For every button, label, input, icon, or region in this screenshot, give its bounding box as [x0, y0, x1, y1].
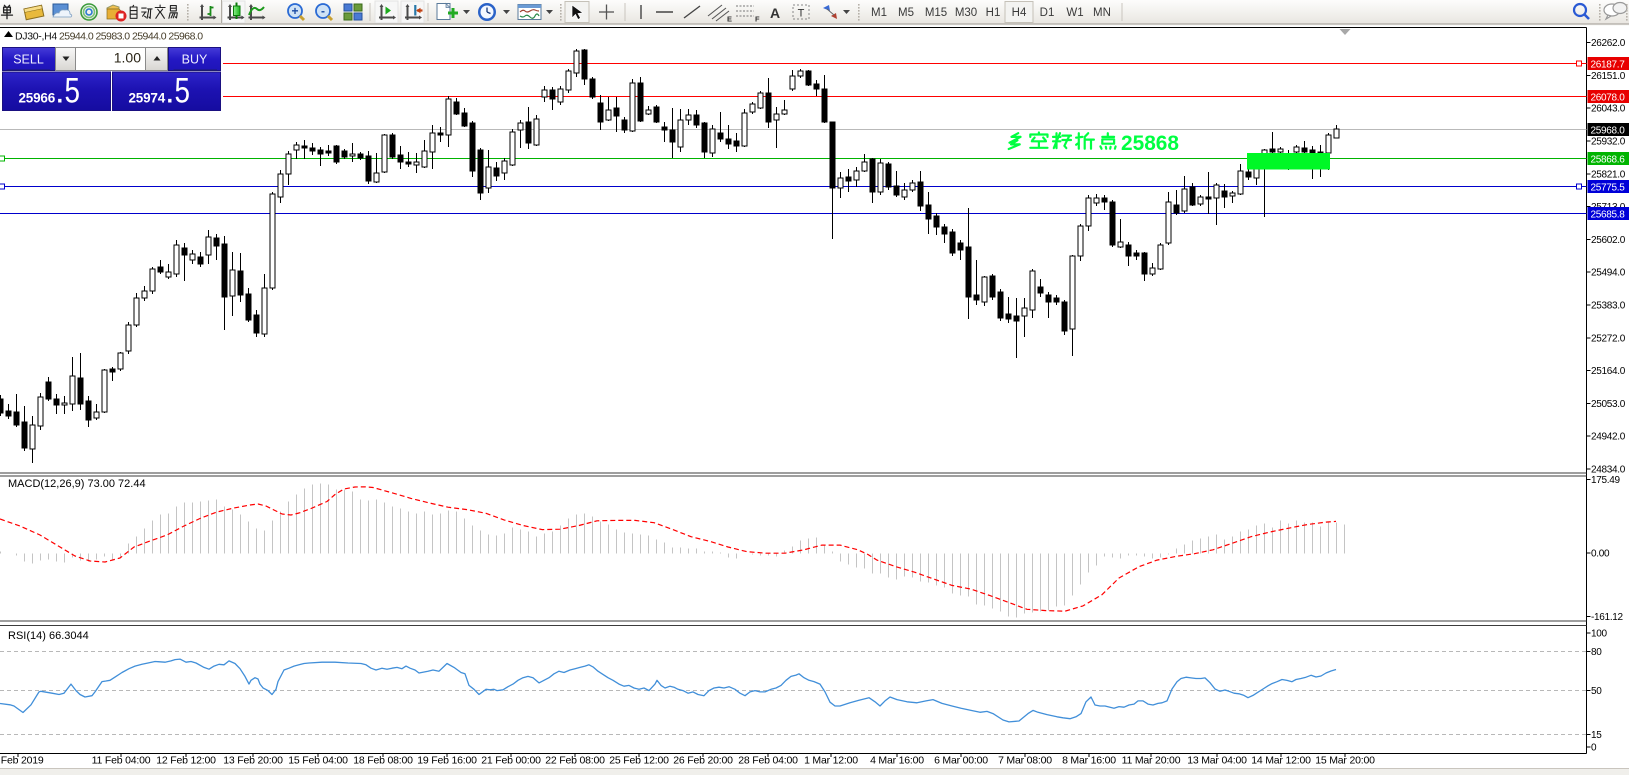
svg-text:25821.0: 25821.0: [1591, 169, 1626, 180]
svg-text:21 Feb 00:00: 21 Feb 00:00: [481, 755, 541, 767]
svg-text:13 Mar 04:00: 13 Mar 04:00: [1187, 755, 1247, 767]
svg-text:18 Feb 08:00: 18 Feb 08:00: [353, 755, 413, 767]
svg-text:12 Feb 12:00: 12 Feb 12:00: [156, 755, 216, 767]
svg-text:8 Mar 16:00: 8 Mar 16:00: [1062, 755, 1116, 767]
svg-text:-161.12: -161.12: [1591, 612, 1624, 623]
svg-text:25932.0: 25932.0: [1591, 137, 1626, 148]
svg-text:26043.0: 26043.0: [1591, 104, 1626, 115]
svg-text:-: -: [321, 4, 325, 18]
svg-text:M1: M1: [871, 7, 887, 19]
svg-text:25383.0: 25383.0: [1591, 301, 1626, 312]
svg-text:13 Feb 20:00: 13 Feb 20:00: [223, 755, 283, 767]
svg-text:M15: M15: [925, 7, 947, 19]
svg-text:1 Mar 12:00: 1 Mar 12:00: [804, 755, 858, 767]
svg-text:25 Feb 12:00: 25 Feb 12:00: [609, 755, 669, 767]
svg-text:5: 5: [175, 72, 191, 111]
svg-text:MACD(12,26,9) 73.00 72.44: MACD(12,26,9) 73.00 72.44: [8, 478, 146, 490]
svg-text:25868.6: 25868.6: [1591, 154, 1626, 165]
svg-text:.: .: [167, 82, 174, 109]
svg-text:RSI(14) 66.3044: RSI(14) 66.3044: [8, 630, 89, 642]
svg-text:24834.0: 24834.0: [1591, 465, 1626, 476]
svg-text:22 Feb 08:00: 22 Feb 08:00: [545, 755, 605, 767]
svg-text:D1: D1: [1040, 7, 1055, 19]
svg-text:1.00: 1.00: [114, 50, 141, 66]
svg-text:MN: MN: [1093, 7, 1111, 19]
svg-text:25053.0: 25053.0: [1591, 399, 1626, 410]
svg-text:11 Feb 04:00: 11 Feb 04:00: [92, 755, 151, 767]
svg-text:SELL: SELL: [13, 53, 44, 67]
svg-text:DJ30-,H4: DJ30-,H4: [15, 31, 57, 43]
svg-text:50: 50: [1591, 686, 1602, 697]
svg-text:W1: W1: [1066, 7, 1083, 19]
svg-text:26 Feb 20:00: 26 Feb 20:00: [673, 755, 733, 767]
svg-text:24942.0: 24942.0: [1591, 432, 1626, 443]
svg-text:26151.0: 26151.0: [1591, 71, 1626, 82]
svg-text:0.00: 0.00: [1591, 549, 1610, 560]
svg-text:T: T: [798, 8, 805, 20]
svg-text:+: +: [291, 4, 298, 18]
svg-text:25966: 25966: [19, 91, 56, 106]
svg-text:7 Mar 08:00: 7 Mar 08:00: [998, 755, 1052, 767]
svg-text:.: .: [57, 82, 64, 109]
svg-text:25974: 25974: [129, 91, 166, 106]
svg-text:25944.0 25983.0 25944.0 25968.: 25944.0 25983.0 25944.0 25968.0: [59, 31, 203, 43]
svg-text:8 Feb 2019: 8 Feb 2019: [0, 755, 44, 767]
svg-text:15: 15: [1591, 730, 1602, 741]
svg-text:5: 5: [65, 72, 81, 111]
svg-text:4 Mar 16:00: 4 Mar 16:00: [870, 755, 924, 767]
svg-text:175.49: 175.49: [1591, 475, 1621, 486]
svg-text:80: 80: [1591, 647, 1602, 658]
svg-text:25775.5: 25775.5: [1591, 182, 1626, 193]
svg-text:BUY: BUY: [182, 53, 208, 67]
svg-text:26078.0: 26078.0: [1591, 92, 1626, 103]
svg-text:F: F: [755, 15, 760, 24]
svg-text:M30: M30: [955, 7, 977, 19]
svg-text:25685.8: 25685.8: [1591, 209, 1626, 220]
svg-text:H4: H4: [1012, 7, 1027, 19]
svg-text:A: A: [770, 5, 780, 21]
svg-text:15 Mar 20:00: 15 Mar 20:00: [1315, 755, 1375, 767]
svg-text:H1: H1: [986, 7, 1001, 19]
svg-text:25868: 25868: [1121, 131, 1179, 155]
svg-text:6 Mar 00:00: 6 Mar 00:00: [934, 755, 988, 767]
svg-text:25968.0: 25968.0: [1591, 125, 1626, 136]
svg-text:25602.0: 25602.0: [1591, 235, 1626, 246]
svg-text:25272.0: 25272.0: [1591, 333, 1626, 344]
svg-text:100: 100: [1591, 629, 1608, 640]
svg-text:28 Feb 04:00: 28 Feb 04:00: [738, 755, 798, 767]
svg-text:E: E: [727, 15, 732, 24]
svg-text:19 Feb 16:00: 19 Feb 16:00: [417, 755, 477, 767]
svg-text:11 Mar 20:00: 11 Mar 20:00: [1122, 755, 1181, 767]
svg-text:26187.7: 26187.7: [1591, 59, 1626, 70]
svg-text:M5: M5: [898, 7, 914, 19]
svg-text:25164.0: 25164.0: [1591, 366, 1626, 377]
svg-text:14 Mar 12:00: 14 Mar 12:00: [1251, 755, 1311, 767]
svg-text:25494.0: 25494.0: [1591, 268, 1626, 279]
svg-text:0: 0: [1591, 743, 1597, 754]
svg-text:15 Feb 04:00: 15 Feb 04:00: [288, 755, 348, 767]
svg-text:26262.0: 26262.0: [1591, 38, 1626, 49]
